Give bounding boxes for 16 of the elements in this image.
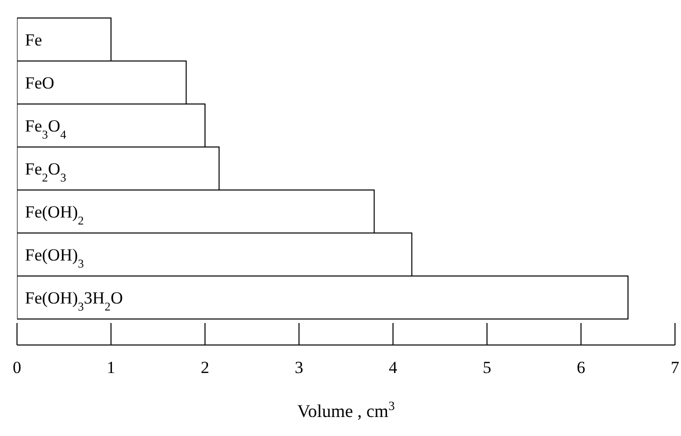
x-tick-label: 2: [200, 358, 210, 377]
y-tick-label: Fe(OH)$_{2}$: [25, 202, 84, 228]
x-tick-label: 7: [670, 358, 680, 377]
x-tick-label: 4: [388, 358, 398, 377]
y-tick-label: Fe(OH)$_{3}$3H$_{2}$O: [25, 288, 123, 314]
x-tick-label: 0: [12, 358, 22, 377]
x-tick-label: 1: [106, 358, 116, 377]
x-tick-label: 5: [482, 358, 492, 377]
x-tick-label: 6: [576, 358, 586, 377]
y-tick-label: Fe$_{3}$O$_{4}$: [25, 116, 66, 142]
y-tick-label: Fe: [25, 30, 42, 50]
y-tick-label: Fe(OH)$_{3}$: [25, 246, 84, 270]
x-axis-title: Volume , cm$^{3}$: [297, 399, 395, 421]
y-tick-label: FeO: [25, 74, 54, 92]
y-tick-label: Fe$_{2}$O$_{3}$: [25, 160, 66, 184]
x-tick-label: 3: [294, 358, 304, 377]
